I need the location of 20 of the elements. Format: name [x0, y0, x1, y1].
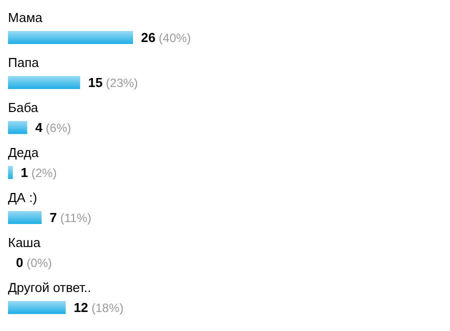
y-tick-label: Другой ответ.. — [8, 280, 92, 295]
data-label: 26 (40%) — [141, 30, 191, 45]
bar — [8, 121, 28, 134]
data-label: 12 (18%) — [74, 300, 124, 315]
bar — [8, 76, 80, 89]
bar — [8, 211, 42, 224]
y-tick-label: Папа — [8, 55, 40, 70]
y-tick-label: Каша — [8, 235, 42, 250]
data-label: 7 (11%) — [50, 210, 92, 225]
y-tick-label: ДА :) — [8, 190, 38, 205]
y-tick-label: Баба — [8, 100, 39, 115]
bar — [8, 166, 13, 179]
data-label: 15 (23%) — [88, 75, 138, 90]
bar — [8, 301, 66, 314]
data-label: 1 (2%) — [20, 165, 57, 180]
y-tick-label: Деда — [8, 145, 40, 160]
data-label: 0 (0%) — [16, 255, 52, 270]
data-label: 4 (6%) — [35, 120, 72, 135]
bar — [8, 31, 133, 44]
y-tick-label: Мама — [8, 10, 44, 25]
